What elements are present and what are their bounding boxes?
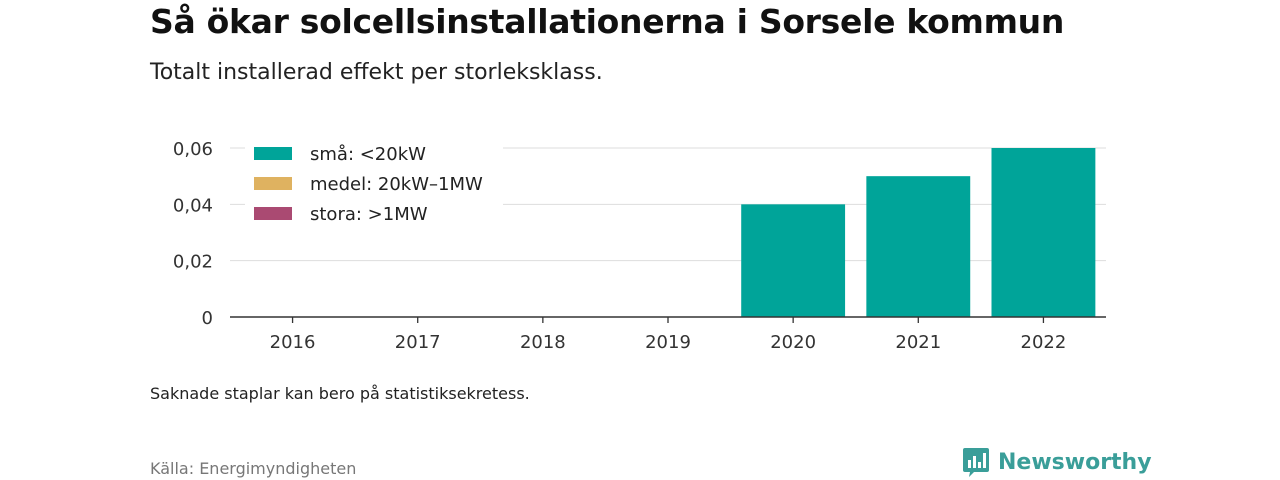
chart-subtitle: Totalt installerad effekt per storlekskl… [150,60,603,85]
legend-swatch [254,207,292,220]
brand-logo: Newsworthy [962,446,1152,478]
legend-swatch [254,147,292,160]
legend-swatch [254,177,292,190]
bar-chart: 0 0,02 0,04 0,06 2016 2017 2018 2019 2020 2021 202… [173,138,1106,353]
legend-label: medel: 20kW–1MW [310,174,483,195]
x-tick-label: 2019 [645,332,691,353]
x-tick-label: 2020 [770,332,816,353]
y-tick-label: 0,06 [173,139,213,160]
bar [741,204,846,317]
y-tick-label: 0 [202,308,213,329]
x-tick-label: 2017 [395,332,441,353]
chart-title: Så ökar solcellsinstallationerna i Sorse… [150,2,1065,41]
bar-chart-logo-icon [963,448,989,477]
x-tick-label: 2021 [895,332,941,353]
bar [991,148,1096,317]
x-tick-label: 2016 [270,332,316,353]
x-tick-label: 2018 [520,332,566,353]
brand-name: Newsworthy [998,449,1152,475]
legend-label: stora: >1MW [310,204,428,225]
y-tick-label: 0,02 [173,252,213,273]
footnote: Saknade staplar kan bero på statistiksek… [150,384,530,403]
legend-label: små: <20kW [310,144,426,165]
bar [866,176,971,317]
source-label: Källa: Energimyndigheten [150,459,357,478]
x-tick-label: 2022 [1021,332,1067,353]
y-tick-label: 0,04 [173,195,213,216]
